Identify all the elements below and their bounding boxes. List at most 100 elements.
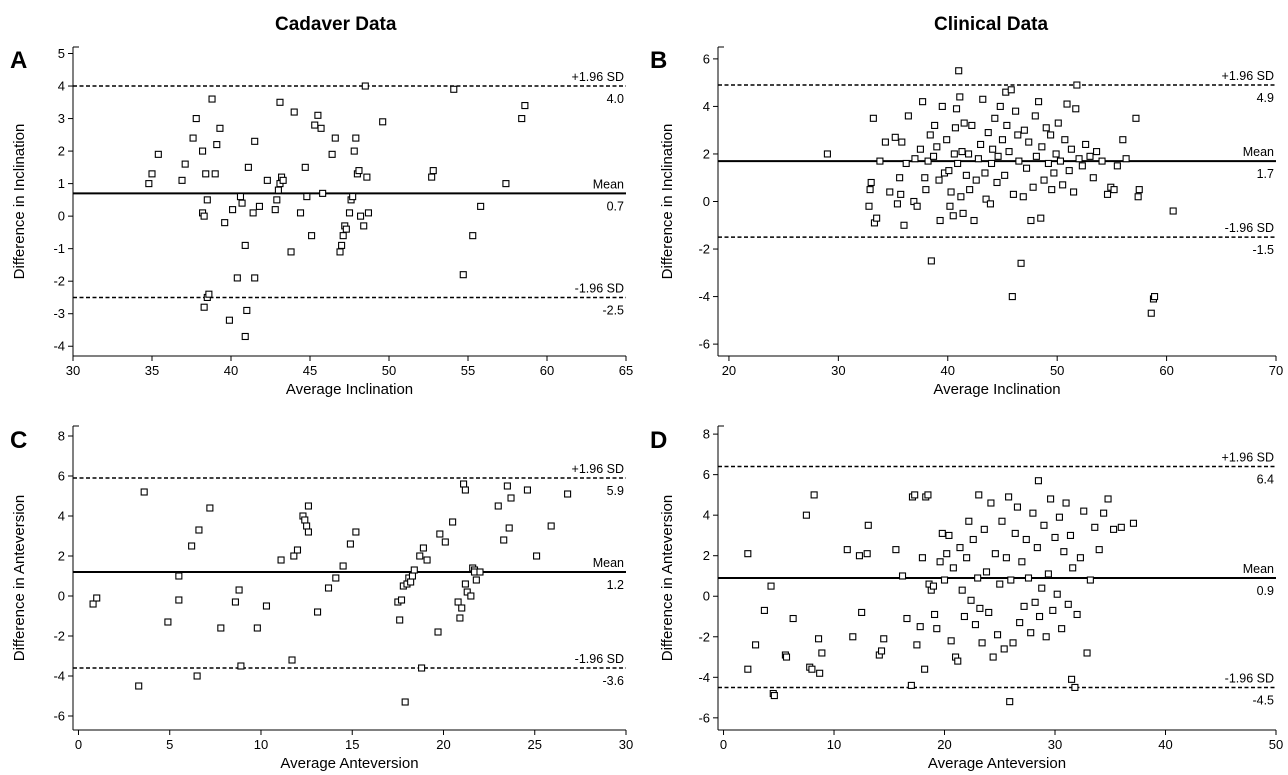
data-point xyxy=(1029,509,1037,517)
data-point xyxy=(965,150,973,158)
y-tick-label: 8 xyxy=(703,427,710,442)
x-tick-label: 10 xyxy=(254,737,268,752)
y-tick-label: -3 xyxy=(53,306,65,321)
y-tick-label: -6 xyxy=(698,710,710,725)
data-point xyxy=(1040,176,1048,184)
upper-limit-line-value: 5.9 xyxy=(607,484,624,498)
data-point xyxy=(416,552,424,560)
data-point xyxy=(1147,309,1155,317)
x-tick-label: 0 xyxy=(75,737,82,752)
x-tick-label: 20 xyxy=(722,363,736,378)
data-point xyxy=(958,586,966,594)
data-point xyxy=(998,517,1006,525)
data-point xyxy=(397,596,406,604)
data-point xyxy=(1059,181,1067,189)
data-point xyxy=(971,621,980,629)
data-point xyxy=(140,488,148,496)
data-point xyxy=(1049,606,1057,614)
data-point xyxy=(933,625,941,633)
data-point xyxy=(328,150,336,158)
data-point xyxy=(1034,477,1042,485)
data-point xyxy=(946,202,954,210)
data-point xyxy=(987,499,995,507)
data-point xyxy=(963,554,971,562)
data-point xyxy=(929,582,938,590)
y-tick-label: 0 xyxy=(703,589,710,604)
data-point xyxy=(263,176,271,184)
data-point xyxy=(1053,590,1061,598)
data-point xyxy=(943,136,951,144)
data-point xyxy=(916,145,924,153)
data-point xyxy=(290,108,298,116)
data-point xyxy=(251,137,259,145)
data-point xyxy=(1022,164,1031,172)
data-point xyxy=(274,186,282,194)
data-point xyxy=(1013,503,1021,511)
data-point xyxy=(922,186,930,194)
data-point xyxy=(1072,105,1080,113)
data-point xyxy=(880,635,888,643)
x-tick-label: 30 xyxy=(619,737,633,752)
panel-d-letter: D xyxy=(650,427,667,454)
data-point xyxy=(216,124,224,132)
data-point xyxy=(311,121,319,129)
data-point xyxy=(881,138,889,146)
data-point xyxy=(919,98,927,106)
data-point xyxy=(907,681,915,689)
data-point xyxy=(518,115,526,123)
data-point xyxy=(1073,81,1081,89)
data-point xyxy=(898,138,906,146)
data-point xyxy=(1044,570,1052,578)
data-point xyxy=(459,271,467,279)
data-point xyxy=(1100,509,1108,517)
data-point xyxy=(1038,143,1046,151)
mean-line-value: 1.2 xyxy=(607,578,624,592)
panel-a-letter: A xyxy=(10,47,27,74)
x-tick-label: 70 xyxy=(1269,363,1283,378)
y-tick-label: 2 xyxy=(703,548,710,563)
data-point xyxy=(211,170,219,178)
data-point xyxy=(843,546,851,554)
data-point xyxy=(1047,131,1055,139)
data-point xyxy=(469,232,477,240)
data-point xyxy=(287,248,295,256)
data-point xyxy=(296,209,305,217)
data-point xyxy=(818,649,826,657)
x-tick-label: 30 xyxy=(831,363,845,378)
data-point xyxy=(863,550,871,558)
data-point xyxy=(1063,100,1071,108)
y-axis-title: Difference in Anteversion xyxy=(11,495,28,662)
data-point xyxy=(1110,186,1118,194)
data-point xyxy=(1029,183,1037,191)
data-point xyxy=(319,189,327,197)
data-point xyxy=(1040,521,1048,529)
data-point xyxy=(955,67,963,75)
data-point xyxy=(967,596,975,604)
data-point xyxy=(876,157,884,165)
data-point xyxy=(199,147,207,155)
data-point xyxy=(1018,558,1026,566)
data-point xyxy=(355,167,363,175)
data-point xyxy=(192,115,200,123)
data-point xyxy=(921,665,929,673)
data-point xyxy=(947,637,955,645)
data-point xyxy=(1015,157,1023,165)
data-point xyxy=(943,550,951,558)
data-point xyxy=(241,332,249,341)
x-tick-label: 20 xyxy=(937,737,951,752)
data-point xyxy=(346,540,354,548)
data-point xyxy=(352,134,360,142)
data-point xyxy=(864,521,872,529)
data-point xyxy=(989,653,997,661)
x-tick-label: 15 xyxy=(345,737,359,752)
data-point xyxy=(858,608,866,617)
data-point xyxy=(744,550,752,558)
data-point xyxy=(816,669,824,677)
data-point xyxy=(1006,698,1014,706)
data-point xyxy=(1007,576,1015,584)
data-point xyxy=(1098,157,1106,165)
data-point xyxy=(175,572,183,580)
data-point xyxy=(429,167,437,175)
lower-limit-line-value: -2.5 xyxy=(602,303,624,317)
x-tick-label: 35 xyxy=(145,363,159,378)
